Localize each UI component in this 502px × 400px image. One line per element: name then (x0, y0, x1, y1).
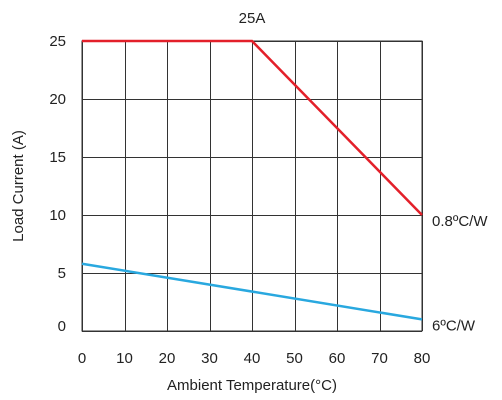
y-tick-labels: 0 5 10 15 20 25 (49, 33, 66, 335)
y-tick-label-0: 0 (58, 318, 66, 335)
x-tick-label-20: 20 (159, 350, 176, 367)
x-tick-label-60: 60 (329, 350, 346, 367)
series-label-1: 0.8ºC/W (432, 213, 488, 230)
series-lines (81, 39, 423, 321)
x-tick-label-10: 10 (116, 350, 133, 367)
x-tick-label-50: 50 (286, 350, 303, 367)
y-tick-label-15: 15 (49, 149, 66, 166)
series-line-1 (82, 39, 423, 216)
series-line-2 (81, 262, 423, 321)
y-tick-label-5: 5 (58, 265, 66, 282)
y-tick-label-10: 10 (49, 207, 66, 224)
y-tick-label-25: 25 (49, 33, 66, 50)
y-tick-label-20: 20 (49, 91, 66, 108)
x-tick-label-30: 30 (201, 350, 218, 367)
series-labels: 0.8ºC/W 6ºC/W (432, 213, 488, 334)
x-tick-label-0: 0 (78, 350, 86, 367)
plot-grid (82, 41, 423, 332)
x-tick-labels: 0 10 20 30 40 50 60 70 80 (78, 350, 431, 367)
x-tick-label-80: 80 (414, 350, 431, 367)
x-tick-label-40: 40 (244, 350, 261, 367)
x-axis-title: Ambient Temperature(°C) (167, 377, 337, 394)
x-tick-label-70: 70 (371, 350, 388, 367)
y-axis-title: Load Current (A) (10, 130, 27, 242)
chart-title: 25A (239, 10, 266, 27)
series-label-2: 6ºC/W (432, 317, 476, 334)
